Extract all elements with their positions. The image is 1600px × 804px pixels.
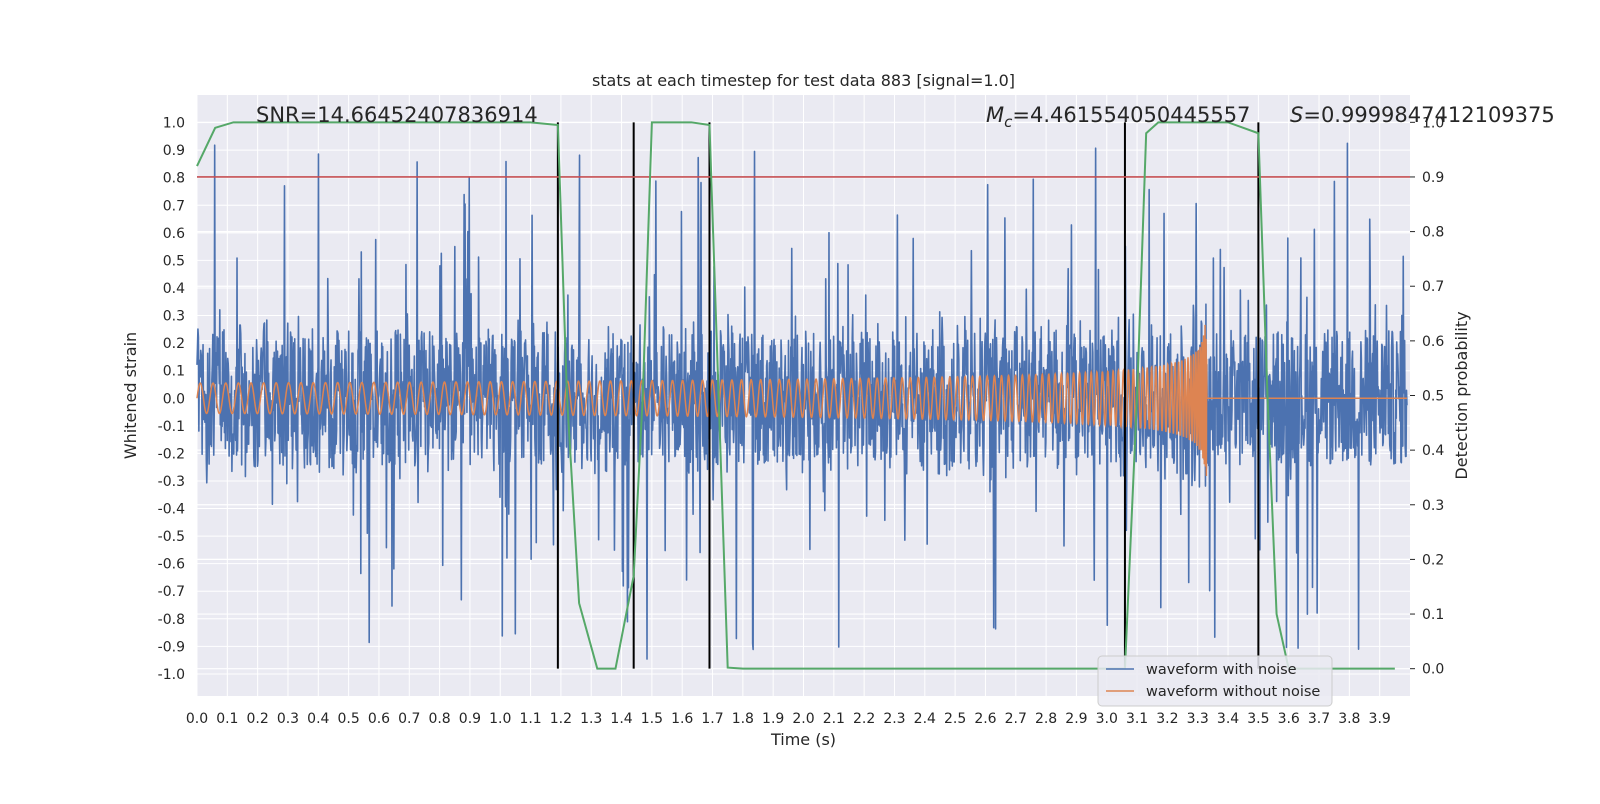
x-tick-label: 2.5 [944, 711, 966, 727]
y-tick-label: -0.3 [158, 474, 185, 490]
y-tick-label-right: 0.1 [1422, 607, 1444, 623]
series-detection-probability [196, 121, 1395, 670]
y-tick-label-right: 0.7 [1422, 279, 1444, 295]
x-tick-label: 3.4 [1217, 711, 1239, 727]
x-tick-label: 2.1 [823, 711, 845, 727]
x-tick-label: 1.3 [580, 711, 602, 727]
y-tick-label: -0.9 [158, 639, 185, 655]
y-tick-label: -0.1 [158, 419, 185, 435]
y-tick-label: 0.4 [163, 281, 185, 297]
y-tick-label: -0.6 [158, 557, 185, 573]
x-tick-label: 2.2 [853, 711, 875, 727]
y-tick-label: -0.5 [158, 529, 185, 545]
legend-label-waveform-with-noise: waveform with noise [1146, 662, 1297, 678]
chirp-mass-value: =4.461554050445557 [1012, 103, 1250, 127]
y-tick-label: -0.8 [158, 612, 185, 628]
y-tick-label: 0.2 [163, 336, 185, 352]
x-tick-label: 2.3 [883, 711, 905, 727]
legend-box [1097, 655, 1333, 707]
y-tick-label-right: 0.5 [1422, 389, 1444, 405]
y-tick-label-right: 0.4 [1422, 443, 1444, 459]
tick-labels: 0.0 0.1 0.2 0.3 0.4 0.5 0.6 0.7 0.8 0.9 1.0 1.1 1.2 1… [158, 115, 1445, 727]
x-tick-label: 0.2 [247, 711, 269, 727]
y-tick-label: 0.0 [163, 391, 185, 407]
y-tick-label: -0.2 [158, 446, 185, 462]
y-tick-label-right: 0.0 [1422, 662, 1444, 678]
x-tick-label: 1.5 [641, 711, 663, 727]
y-tick-label: -0.7 [158, 584, 185, 600]
y-axis-label: Whitened strain [121, 332, 140, 459]
series-waveform-without-noise [196, 324, 1407, 476]
y-tick-label: -1.0 [158, 667, 185, 683]
x-tick-label: 2.4 [914, 711, 936, 727]
x-tick-label: 0.9 [459, 711, 481, 727]
score-annotation: S=0.9999847412109375 [1290, 103, 1555, 127]
x-tick-label: 1.4 [610, 711, 632, 727]
x-tick-label: 3.7 [1308, 711, 1330, 727]
x-tick-label: 1.2 [550, 711, 572, 727]
score-symbol: S [1290, 103, 1303, 127]
y-tick-label-right: 0.9 [1422, 170, 1444, 186]
x-tick-label: 3.9 [1369, 711, 1391, 727]
y-tick-label: 0.8 [163, 171, 185, 187]
legend: waveform with noise waveform without noi… [1097, 655, 1333, 707]
x-tick-label: 3.6 [1278, 711, 1300, 727]
x-tick-label: 0.4 [307, 711, 329, 727]
y-tick-label: 1.0 [163, 116, 185, 132]
probability-line [196, 121, 1395, 670]
x-tick-label: 1.7 [701, 711, 723, 727]
x-tick-label: 2.6 [974, 711, 996, 727]
x-tick-label: 3.5 [1247, 711, 1269, 727]
y-tick-label: 0.6 [163, 226, 185, 242]
y-tick-label: 0.9 [163, 143, 185, 159]
x-tick-label: 3.1 [1126, 711, 1148, 727]
x-tick-label: 0.3 [277, 711, 299, 727]
x-tick-label: 0.5 [337, 711, 359, 727]
x-tick-label: 3.3 [1187, 711, 1209, 727]
x-tick-label: 2.8 [1035, 711, 1057, 727]
chirp-mass-annotation: Mc=4.461554050445557 [986, 103, 1250, 131]
y-tick-label: -0.4 [158, 502, 185, 518]
x-tick-label: 3.0 [1096, 711, 1118, 727]
y-axis-label-right: Detection probability [1452, 311, 1471, 479]
x-tick-label: 0.8 [428, 711, 450, 727]
y-tick-label-right: 0.3 [1422, 498, 1444, 514]
score-value: =0.9999847412109375 [1303, 103, 1554, 127]
x-tick-label: 1.0 [489, 711, 511, 727]
x-tick-label: 2.9 [1065, 711, 1087, 727]
x-axis-label: Time (s) [770, 730, 836, 749]
y-tick-label-right: 0.8 [1422, 225, 1444, 241]
x-tick-label: 0.7 [398, 711, 420, 727]
x-tick-label: 2.0 [792, 711, 814, 727]
x-tick-label: 2.7 [1005, 711, 1027, 727]
y-tick-label: 0.7 [163, 198, 185, 214]
x-tick-label: 3.2 [1156, 711, 1178, 727]
legend-label-waveform-without-noise: waveform without noise [1146, 684, 1320, 700]
snr-annotation: SNR=14.66452407836914 [256, 103, 538, 127]
x-tick-label: 0.0 [186, 711, 208, 727]
x-tick-label: 3.8 [1338, 711, 1360, 727]
template-trace [196, 324, 1407, 476]
chart-title: stats at each timestep for test data 883… [592, 71, 1015, 90]
vertical-lines [556, 122, 1260, 669]
y-tick-label: 0.5 [163, 253, 185, 269]
x-tick-label: 1.1 [519, 711, 541, 727]
y-tick-label-right: 0.2 [1422, 552, 1444, 568]
chirp-mass-subscript: c [1004, 113, 1013, 131]
y-tick-label-right: 0.6 [1422, 334, 1444, 350]
x-tick-label: 1.9 [762, 711, 784, 727]
x-tick-label: 0.1 [216, 711, 238, 727]
x-tick-label: 1.8 [732, 711, 754, 727]
y-tick-label-right: 1.0 [1422, 115, 1444, 131]
x-tick-label: 1.6 [671, 711, 693, 727]
chirp-mass-symbol: M [986, 103, 1004, 127]
y-tick-label: 0.1 [163, 364, 185, 380]
y-tick-label: 0.3 [163, 309, 185, 325]
x-tick-label: 0.6 [368, 711, 390, 727]
